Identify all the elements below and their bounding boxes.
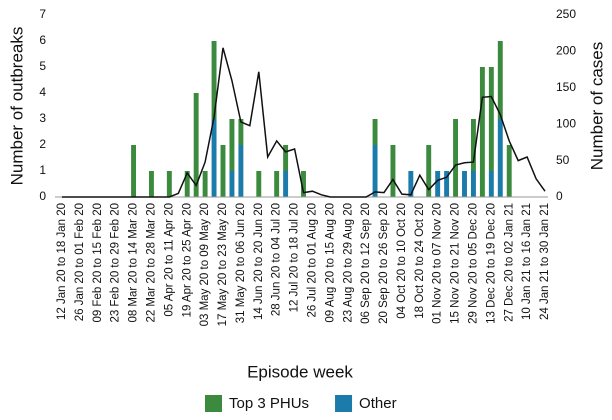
x-tick-label: 27 Dec 20 to 02 Jan 21	[503, 203, 515, 322]
x-tick-label: 12 Jan 20 to 18 Jan 20	[56, 203, 68, 320]
x-tick-label: 09 Feb 20 to 15 Feb 20	[92, 203, 104, 323]
y-tick-label: 5	[39, 59, 46, 73]
x-tick-label: 04 Oct 20 to 10 Oct 20	[396, 203, 408, 319]
x-tick-label: 24 Jan 21 to 30 Jan 21	[539, 203, 551, 320]
bar	[238, 145, 244, 197]
bar	[426, 145, 432, 197]
bar	[229, 119, 235, 171]
x-tick-label: 26 Jul 20 to 01 Aug 20	[306, 203, 318, 317]
bar	[202, 171, 208, 197]
y-tick-label: 0	[39, 189, 46, 203]
bar	[497, 41, 503, 119]
bar	[488, 171, 494, 197]
bar	[479, 67, 485, 197]
cases-line	[62, 47, 546, 198]
bar	[148, 171, 154, 197]
y2-tick-label: 100	[556, 116, 576, 130]
y2-tick-label: 0	[556, 189, 563, 203]
bar	[444, 171, 450, 197]
x-tick-label: 23 Aug 20 to 29 Aug 20	[342, 203, 354, 323]
bar	[211, 41, 217, 119]
y-tick-label: 1	[39, 163, 46, 177]
x-tick-label: 03 May 20 to 09 May 20	[199, 203, 211, 326]
legend-swatch	[205, 395, 222, 412]
x-tick-label: 23 Feb 20 to 29 Feb 20	[110, 203, 122, 323]
x-tick-label: 12 Jul 20 to 18 Jul 20	[289, 203, 301, 312]
bar	[211, 119, 217, 197]
y2-tick-label: 150	[556, 80, 576, 94]
legend-swatch	[335, 395, 353, 412]
x-tick-label: 20 Sep 20 to 26 Sep 20	[378, 203, 390, 324]
x-tick-label: 01 Nov 20 to 07 Nov 20	[432, 203, 444, 324]
x-tick-label: 19 Apr 20 to 25 Apr 20	[181, 203, 193, 317]
bar	[506, 145, 512, 197]
bar	[435, 171, 441, 197]
bar	[497, 119, 503, 197]
x-tick-label: 08 Mar 20 to 14 Mar 20	[128, 203, 140, 323]
x-tick-label: 13 Dec 20 to 19 Dec 20	[485, 203, 497, 324]
x-tick-label: 09 Aug 20 to 15 Aug 20	[324, 203, 336, 323]
bar	[256, 171, 262, 197]
legend-label: Top 3 PHUs	[229, 395, 309, 412]
bar	[184, 171, 190, 197]
y-tick-label: 6	[39, 33, 46, 47]
bar	[453, 119, 459, 197]
bar	[470, 119, 476, 171]
y-axis-title: Number of outbreaks	[7, 27, 26, 186]
x-tick-label: 14 Jun 20 to 20 Jun 20	[253, 203, 265, 320]
x-tick-label: 15 Nov 20 to 21 Nov 20	[450, 203, 462, 324]
bar	[166, 171, 172, 197]
bar	[408, 171, 414, 197]
bar	[372, 145, 378, 197]
x-tick-label: 18 Oct 20 to 24 Oct 20	[414, 203, 426, 319]
bar	[193, 93, 199, 197]
x-tick-label: 31 May 20 to 06 Jun 20	[235, 203, 247, 323]
x-tick-label: 17 May 20 to 23 May 20	[217, 203, 229, 326]
y-tick-label: 2	[39, 137, 46, 151]
y2-tick-label: 200	[556, 44, 576, 58]
bar	[274, 171, 280, 197]
y-tick-label: 7	[39, 7, 46, 21]
bar	[462, 171, 467, 197]
y2-tick-label: 50	[556, 153, 570, 167]
bar	[470, 171, 476, 197]
bar	[488, 67, 494, 171]
x-tick-label: 06 Sep 20 to 12 Sep 20	[360, 203, 372, 324]
x-tick-label: 29 Nov 20 to 05 Dec 20	[467, 203, 479, 324]
x-tick-label: 28 Jun 20 to 04 Jul 20	[271, 203, 283, 316]
x-tick-label: 05 Apr 20 to 11 Apr 20	[163, 203, 175, 317]
bar	[229, 171, 235, 197]
bar	[131, 145, 137, 197]
x-axis-title: Episode week	[247, 362, 353, 381]
bar	[238, 119, 244, 145]
y2-axis-title: Number of cases	[587, 42, 606, 171]
legend-label: Other	[359, 395, 397, 412]
bar	[301, 171, 306, 197]
bar	[283, 171, 289, 197]
bar	[372, 119, 378, 145]
x-tick-label: 10 Jan 21 to 16 Jan 21	[521, 203, 533, 320]
y-tick-label: 4	[39, 85, 46, 99]
bar	[283, 145, 289, 171]
x-tick-label: 22 Mar 20 to 28 Mar 20	[145, 203, 157, 323]
y2-tick-label: 250	[556, 7, 576, 21]
bar	[390, 145, 396, 197]
y-tick-label: 3	[39, 111, 46, 125]
x-tick-label: 26 Jan 20 to 01 Feb 20	[74, 203, 86, 321]
bar	[220, 145, 226, 197]
